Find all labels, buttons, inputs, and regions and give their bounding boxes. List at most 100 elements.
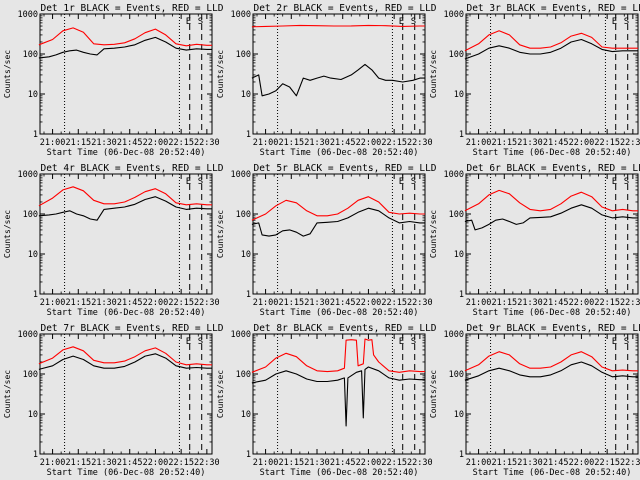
plot-frame [252, 13, 426, 135]
y-axis-label: Counts/sec [429, 50, 438, 98]
plot-frame [39, 333, 213, 455]
plot-title: Det 6r BLACK = Events, RED = LLD [466, 163, 640, 174]
plot-frame [465, 333, 639, 455]
y-tick-label: 1 [33, 130, 38, 140]
x-tick-label: 21:15 [65, 298, 91, 308]
event-marker-label: E [186, 337, 191, 347]
x-tick-label: 22:00 [569, 298, 595, 308]
data-series-line [38, 196, 212, 221]
x-axis-label: Start Time (06-Dec-08 20:52:40) [260, 468, 419, 478]
event-marker-label: E [399, 17, 404, 27]
plot-panel: Det 7r BLACK = Events, RED = LLD 1 10 100 10… [3, 323, 224, 478]
plot-title: Det 8r BLACK = Events, RED = LLD [253, 323, 436, 334]
x-tick-label: 22:00 [356, 298, 382, 308]
x-tick-label: 22:15 [168, 458, 194, 468]
x-tick-label: 22:30 [194, 458, 220, 468]
x-tick-label: 21:30 [91, 458, 117, 468]
y-tick-label: 1 [33, 450, 38, 460]
plot-frame [39, 13, 213, 135]
y-tick-label: 1000 [444, 10, 464, 20]
y-tick-label: 1000 [231, 10, 251, 20]
x-tick-label: 22:30 [407, 138, 433, 148]
plot-title: Det 2r BLACK = Events, RED = LLD [253, 3, 436, 14]
x-axis-label: Start Time (06-Dec-08 20:52:40) [473, 308, 632, 318]
plot-title: Det 9r BLACK = Events, RED = LLD [466, 323, 640, 334]
data-series-line [38, 353, 212, 370]
y-tick-label: 1 [246, 450, 251, 460]
plot-title: Det 5r BLACK = Events, RED = LLD [253, 163, 436, 174]
x-tick-label: 22:15 [594, 298, 620, 308]
plot-frame [465, 173, 639, 295]
x-tick-label: 21:00 [253, 138, 279, 148]
y-tick-label: 1000 [18, 170, 38, 180]
data-series-line [464, 30, 638, 52]
data-series-line [38, 346, 212, 366]
plot-panel: Det 4r BLACK = Events, RED = LLD 1 10 100 10… [3, 163, 224, 318]
x-tick-label: 21:45 [330, 138, 356, 148]
x-tick-label: 22:30 [620, 298, 640, 308]
y-axis-label: Counts/sec [429, 370, 438, 418]
x-tick-label: 22:15 [381, 138, 407, 148]
y-tick-label: 1 [459, 130, 464, 140]
event-marker-label: S [198, 17, 203, 27]
x-tick-label: 21:15 [278, 458, 304, 468]
x-tick-label: 21:00 [40, 458, 66, 468]
x-tick-label: 22:00 [143, 138, 169, 148]
x-tick-label: 21:30 [91, 298, 117, 308]
y-tick-label: 10 [454, 410, 464, 420]
x-axis-label: Start Time (06-Dec-08 20:52:40) [260, 308, 419, 318]
event-marker-label: E [399, 337, 404, 347]
event-marker-label: E [186, 17, 191, 27]
plot-frame [465, 13, 639, 135]
y-tick-label: 100 [236, 370, 251, 380]
x-tick-label: 21:00 [466, 458, 492, 468]
x-tick-label: 21:30 [91, 138, 117, 148]
x-tick-label: 22:30 [194, 298, 220, 308]
event-marker-label: S [624, 177, 629, 187]
data-series-line [464, 189, 638, 212]
x-axis-label: Start Time (06-Dec-08 20:52:40) [473, 148, 632, 158]
x-tick-label: 22:00 [143, 458, 169, 468]
y-tick-label: 100 [449, 50, 464, 60]
y-axis-label: Counts/sec [216, 50, 225, 98]
y-tick-label: 1 [459, 450, 464, 460]
y-tick-label: 100 [449, 210, 464, 220]
x-tick-label: 22:15 [168, 138, 194, 148]
x-axis-label: Start Time (06-Dec-08 20:52:40) [260, 148, 419, 158]
x-tick-label: 21:15 [491, 458, 517, 468]
x-tick-label: 22:00 [569, 138, 595, 148]
x-tick-label: 21:15 [278, 298, 304, 308]
x-tick-label: 21:30 [304, 298, 330, 308]
event-marker-label: S [624, 17, 629, 27]
y-tick-label: 1 [246, 290, 251, 300]
data-series-line [464, 351, 638, 372]
event-marker-label: S [411, 337, 416, 347]
x-tick-label: 22:00 [143, 298, 169, 308]
data-series-line [251, 196, 425, 221]
y-tick-label: 1000 [18, 10, 38, 20]
y-tick-label: 1 [459, 290, 464, 300]
event-marker-label: E [612, 17, 617, 27]
plot-title: Det 7r BLACK = Events, RED = LLD [40, 323, 223, 334]
event-marker-label: S [411, 17, 416, 27]
x-tick-label: 21:30 [304, 458, 330, 468]
y-tick-label: 1 [246, 130, 251, 140]
event-marker-label: E [399, 177, 404, 187]
x-tick-label: 21:45 [117, 458, 143, 468]
y-tick-label: 100 [449, 370, 464, 380]
data-series-line [38, 36, 212, 59]
x-tick-label: 21:00 [466, 298, 492, 308]
x-tick-label: 22:00 [356, 138, 382, 148]
plot-title: Det 1r BLACK = Events, RED = LLD [40, 3, 223, 14]
x-tick-label: 21:45 [330, 458, 356, 468]
event-marker-label: S [198, 177, 203, 187]
x-tick-label: 21:15 [65, 458, 91, 468]
y-tick-label: 1000 [18, 330, 38, 340]
y-tick-label: 100 [23, 50, 38, 60]
y-tick-label: 10 [241, 250, 251, 260]
x-tick-label: 22:00 [569, 458, 595, 468]
data-series-line [251, 338, 425, 373]
x-tick-label: 22:30 [407, 298, 433, 308]
y-tick-label: 100 [23, 370, 38, 380]
